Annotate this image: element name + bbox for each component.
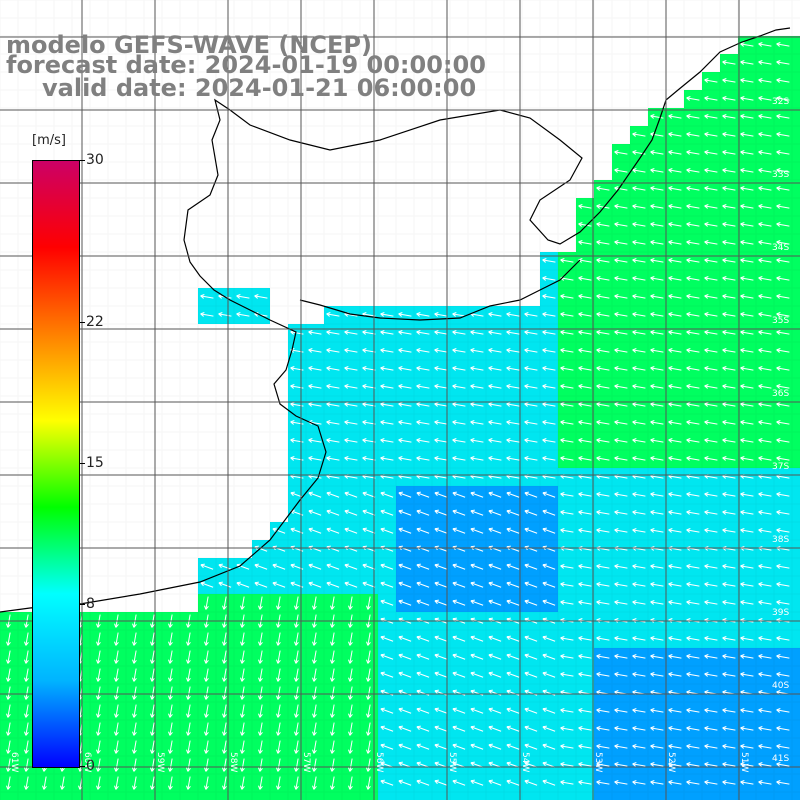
colorbar-unit: [m/s] [32, 133, 66, 148]
lon-label: 55W [447, 752, 457, 772]
lat-label: 39S [772, 608, 789, 618]
lat-label: 35S [772, 316, 789, 326]
lat-label: 37S [772, 462, 789, 472]
lon-label: 54W [520, 752, 530, 772]
colorbar-tick-label: 0 [86, 758, 95, 774]
colorbar-tick-label: 30 [86, 152, 104, 168]
colorbar-tick-mark [79, 463, 85, 464]
lat-label: 36S [772, 389, 789, 399]
longitude-labels: 61W 60W 59W 58W 57W 56W 55W 54W 53W 52W 51W [9, 752, 749, 772]
lat-label: 34S [772, 243, 789, 253]
colorbar-tick-label: 22 [86, 313, 104, 330]
lon-label: 53W [593, 752, 603, 772]
lat-label: 41S [772, 754, 789, 764]
colorbar-tick-label: 15 [86, 455, 104, 471]
lon-label: 57W [301, 752, 311, 772]
colorbar-tick-mark [79, 604, 85, 606]
lon-label: 58W [228, 752, 238, 772]
forecast-date: forecast date: 2024-01-19 00:00:00 [6, 51, 486, 79]
lat-label: 40S [772, 681, 789, 691]
lat-label: 38S [772, 535, 789, 545]
colorbar-tick-mark [79, 160, 85, 161]
lon-label: 51W [739, 752, 749, 772]
lon-label: 60W [82, 752, 92, 772]
lon-label: 52W [666, 752, 676, 772]
lat-label: 32S [772, 97, 789, 107]
lon-label: 61W [9, 752, 19, 772]
lon-label: 56W [374, 752, 384, 772]
colorbar-tick-mark [79, 321, 85, 323]
lon-label: 59W [155, 752, 165, 772]
colorbar [32, 160, 80, 768]
model-title: modelo GEFS-WAVE (NCEP) [6, 31, 372, 59]
valid-date: valid date: 2024-01-21 06:00:00 [42, 74, 477, 102]
lat-label: 33S [772, 170, 789, 180]
colorbar-tick-mark [79, 766, 85, 767]
latitude-labels: 32S 33S 34S 35S 36S 37S 38S 39S 40S 41S [772, 97, 789, 764]
colorbar-tick-label: 8 [86, 596, 95, 613]
